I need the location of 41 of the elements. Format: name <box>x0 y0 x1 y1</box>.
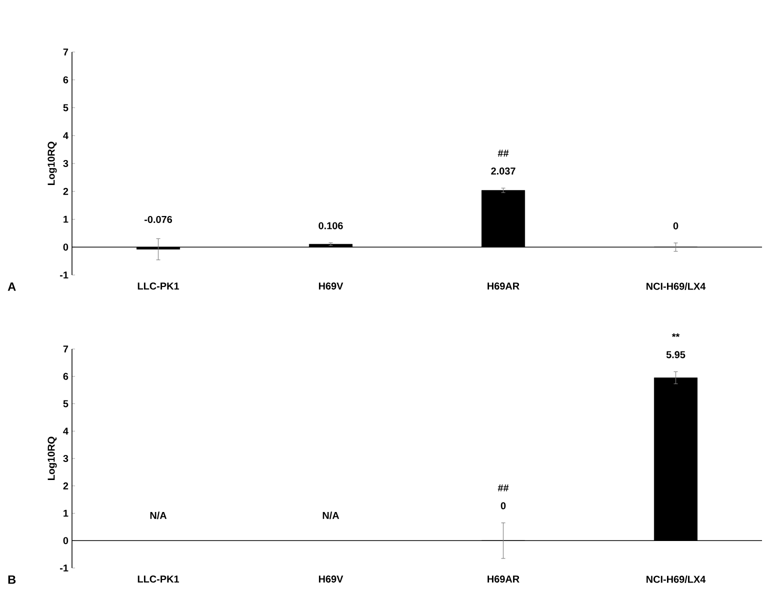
y-tick-label: 3 <box>63 160 68 168</box>
x-tick-label: LLC-PK1 <box>138 576 180 583</box>
text: A <box>8 282 16 291</box>
annotation: ## <box>498 150 509 157</box>
data-label: 0.106 <box>318 222 343 230</box>
y-tick-label: 2 <box>63 188 68 195</box>
text: ** <box>672 333 680 338</box>
y-tick-label: -1 <box>60 272 68 278</box>
y-tick-label: 2 <box>63 482 68 490</box>
y-tick-label: 5 <box>63 104 68 112</box>
x-tick-label: H69AR <box>488 282 520 290</box>
x-tick-label: H69V <box>318 576 344 583</box>
text: B <box>8 576 16 584</box>
y-tick-label: 4 <box>63 132 68 140</box>
data-label: 0 <box>673 222 678 230</box>
y-tick-label: 0 <box>63 537 68 544</box>
y-tick-label: 0 <box>63 244 68 251</box>
text: N/A <box>322 512 340 520</box>
y-tick-label: 4 <box>63 428 68 435</box>
y-tick-label: 7 <box>63 48 68 56</box>
y-tick-label: 1 <box>64 510 68 517</box>
y-tick-label: 1 <box>64 216 68 223</box>
y-axis-title: Log10RQ <box>48 436 57 480</box>
y-axis-title: Log10RQ <box>48 142 57 185</box>
annotation: ## <box>498 484 509 492</box>
x-tick-label: H69V <box>318 282 344 290</box>
data-label: 2.037 <box>491 168 516 175</box>
text: N/A <box>150 512 167 520</box>
x-tick-label: LLC-PK1 <box>138 282 180 290</box>
data-label: -0.076 <box>144 216 172 224</box>
x-tick-label: NCI-H69/LX4 <box>646 576 706 583</box>
data-label: 5.95 <box>666 351 686 358</box>
y-tick-label: 7 <box>63 346 68 352</box>
x-tick-label: H69AR <box>488 576 520 583</box>
y-tick-label: 3 <box>63 454 68 462</box>
data-label: 0 <box>500 502 506 510</box>
y-tick-label: 5 <box>63 400 68 408</box>
y-tick-label: 6 <box>63 76 68 84</box>
x-tick-label: NCI-H69/LX4 <box>646 282 706 290</box>
y-tick-label: 6 <box>63 372 68 380</box>
y-tick-label: -1 <box>60 564 68 572</box>
